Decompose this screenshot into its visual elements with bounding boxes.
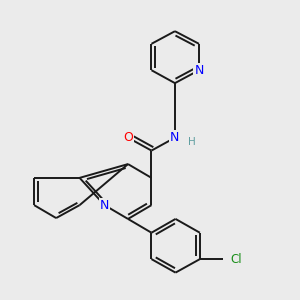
Text: Cl: Cl bbox=[231, 253, 242, 266]
Text: O: O bbox=[123, 131, 133, 144]
Text: N: N bbox=[170, 131, 180, 144]
Text: N: N bbox=[100, 199, 109, 212]
Text: H: H bbox=[188, 137, 195, 147]
Text: N: N bbox=[194, 64, 204, 77]
